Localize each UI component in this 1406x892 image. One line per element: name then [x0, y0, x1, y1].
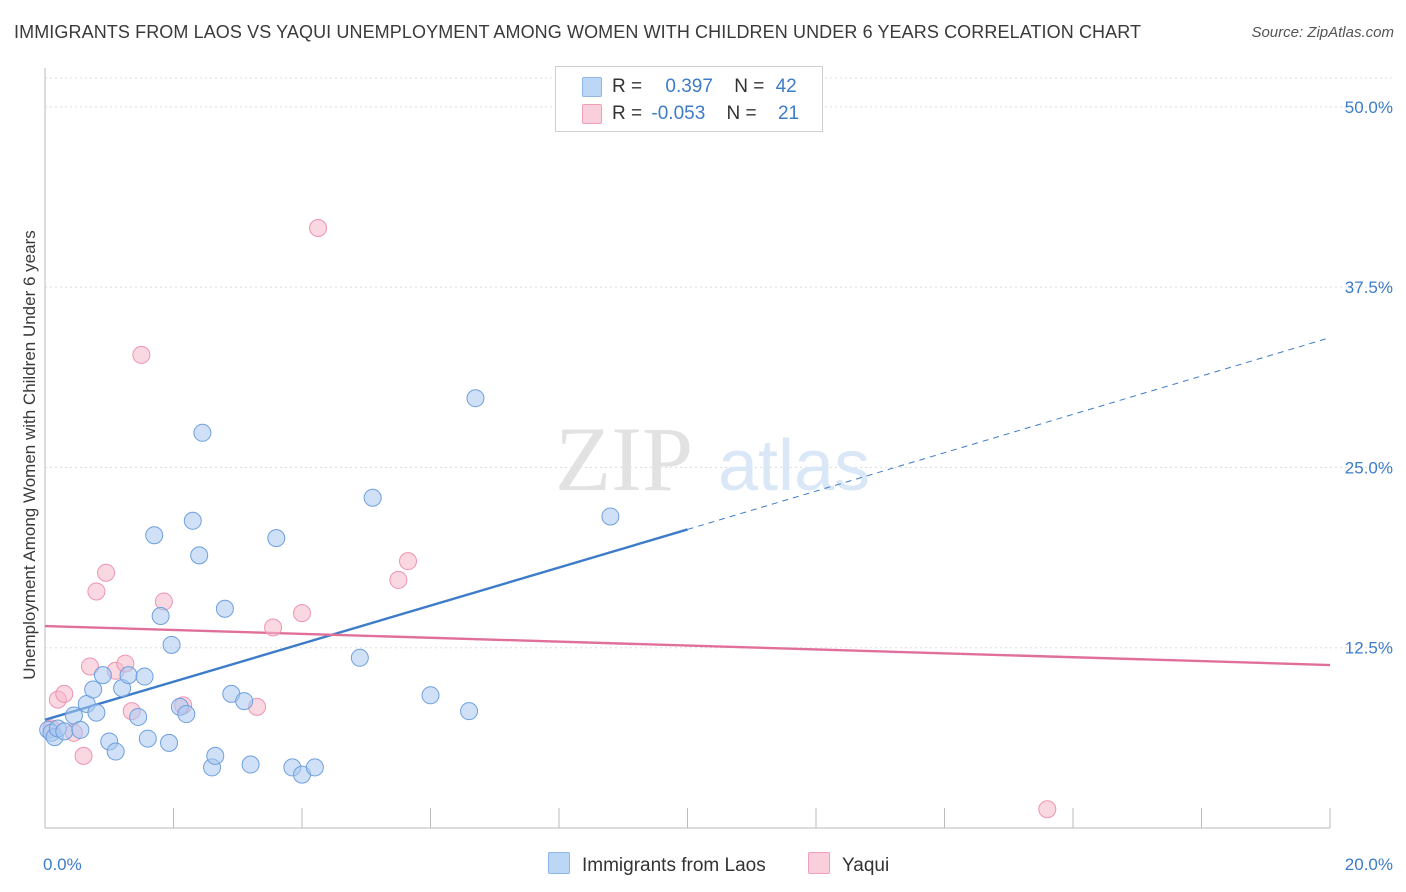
data-point-laos	[93, 666, 112, 685]
data-point-yaqui	[389, 570, 408, 589]
y-tick-label: 25.0%	[1345, 458, 1393, 477]
data-point-yaqui	[55, 684, 74, 703]
y-tick-label: 12.5%	[1345, 639, 1393, 658]
bottom-legend-label-laos: Immigrants from Laos	[582, 855, 766, 876]
data-point-yaqui	[309, 219, 328, 237]
data-point-laos	[601, 507, 620, 526]
data-point-yaqui	[87, 582, 106, 601]
data-point-laos	[267, 529, 286, 548]
grid-lines	[45, 77, 1393, 649]
data-point-laos	[87, 703, 106, 722]
bottom-legend-yaqui: Yaqui	[808, 852, 889, 877]
bottom-legend-laos: Immigrants from Laos	[548, 852, 766, 877]
data-point-yaqui	[293, 604, 311, 623]
y-tick-label: 50.0%	[1345, 98, 1393, 117]
data-point-laos	[162, 635, 181, 654]
x-tick-label-min: 0.0%	[43, 855, 82, 874]
data-point-yaqui	[1038, 800, 1057, 819]
watermark-zip: ZIP	[555, 408, 693, 510]
legend-n-label: N =	[734, 76, 765, 97]
y-axis-title: Unemployment Among Women with Children U…	[20, 230, 39, 679]
trend-line-extension	[687, 337, 1331, 530]
data-point-laos	[160, 733, 179, 752]
legend-r-value: 0.397	[665, 76, 713, 97]
data-point-laos	[106, 742, 125, 761]
trend-line-yaqui	[44, 624, 1331, 667]
legend-n-label: N =	[726, 103, 757, 124]
data-point-laos	[138, 729, 157, 748]
correlation-legend: R = 0.397 N = 42 R = -0.053 N = 21	[555, 66, 823, 132]
data-point-laos	[215, 599, 234, 618]
data-points	[39, 219, 1057, 819]
data-point-laos	[84, 680, 103, 699]
watermark-atlas: atlas	[718, 426, 870, 506]
legend-swatch-yaqui	[582, 104, 602, 124]
legend-swatch-laos	[582, 77, 602, 97]
data-point-yaqui	[399, 552, 418, 571]
data-point-laos	[305, 758, 324, 777]
data-point-laos	[129, 707, 148, 726]
data-point-laos	[193, 423, 212, 442]
bottom-legend-label-yaqui: Yaqui	[842, 855, 890, 876]
data-point-laos	[151, 606, 170, 625]
trend-line-laos	[44, 528, 688, 721]
trend-lines	[44, 337, 1331, 721]
tick-labels: 12.5% 25.0% 37.5% 50.0% 0.0% 20.0%	[43, 98, 1393, 874]
data-point-laos	[183, 511, 202, 530]
data-point-laos	[71, 720, 90, 739]
data-point-yaqui	[80, 657, 99, 676]
data-point-laos	[235, 692, 254, 711]
data-point-laos	[466, 389, 485, 408]
data-point-laos	[206, 746, 225, 765]
legend-r-label: R =	[612, 76, 643, 97]
data-point-laos	[55, 722, 74, 741]
data-point-yaqui	[132, 345, 151, 364]
chart-title: IMMIGRANTS FROM LAOS VS YAQUI UNEMPLOYME…	[14, 22, 1142, 42]
data-point-yaqui	[264, 618, 283, 637]
legend-n-value: 42	[775, 76, 797, 97]
data-point-laos	[350, 648, 369, 667]
data-point-laos	[421, 686, 440, 705]
data-point-laos	[190, 546, 209, 565]
data-point-laos	[241, 755, 260, 774]
data-point-laos	[119, 666, 138, 685]
bottom-legend-swatch-laos	[548, 852, 570, 874]
y-tick-label: 37.5%	[1345, 278, 1393, 297]
data-point-laos	[460, 702, 479, 721]
legend-n-value: 21	[777, 103, 800, 124]
data-point-yaqui	[74, 746, 93, 765]
data-point-laos	[177, 705, 196, 724]
legend-r-label: R =	[612, 103, 643, 124]
x-tick-label-max: 20.0%	[1345, 855, 1393, 874]
data-point-yaqui	[97, 563, 116, 582]
axes	[44, 68, 1331, 829]
data-point-laos	[145, 526, 164, 545]
data-point-laos	[135, 667, 154, 686]
data-point-laos	[363, 488, 382, 507]
bottom-legend-swatch-yaqui	[808, 852, 830, 874]
source-label: Source: ZipAtlas.com	[1251, 24, 1394, 41]
legend-r-value: -0.053	[651, 103, 706, 124]
